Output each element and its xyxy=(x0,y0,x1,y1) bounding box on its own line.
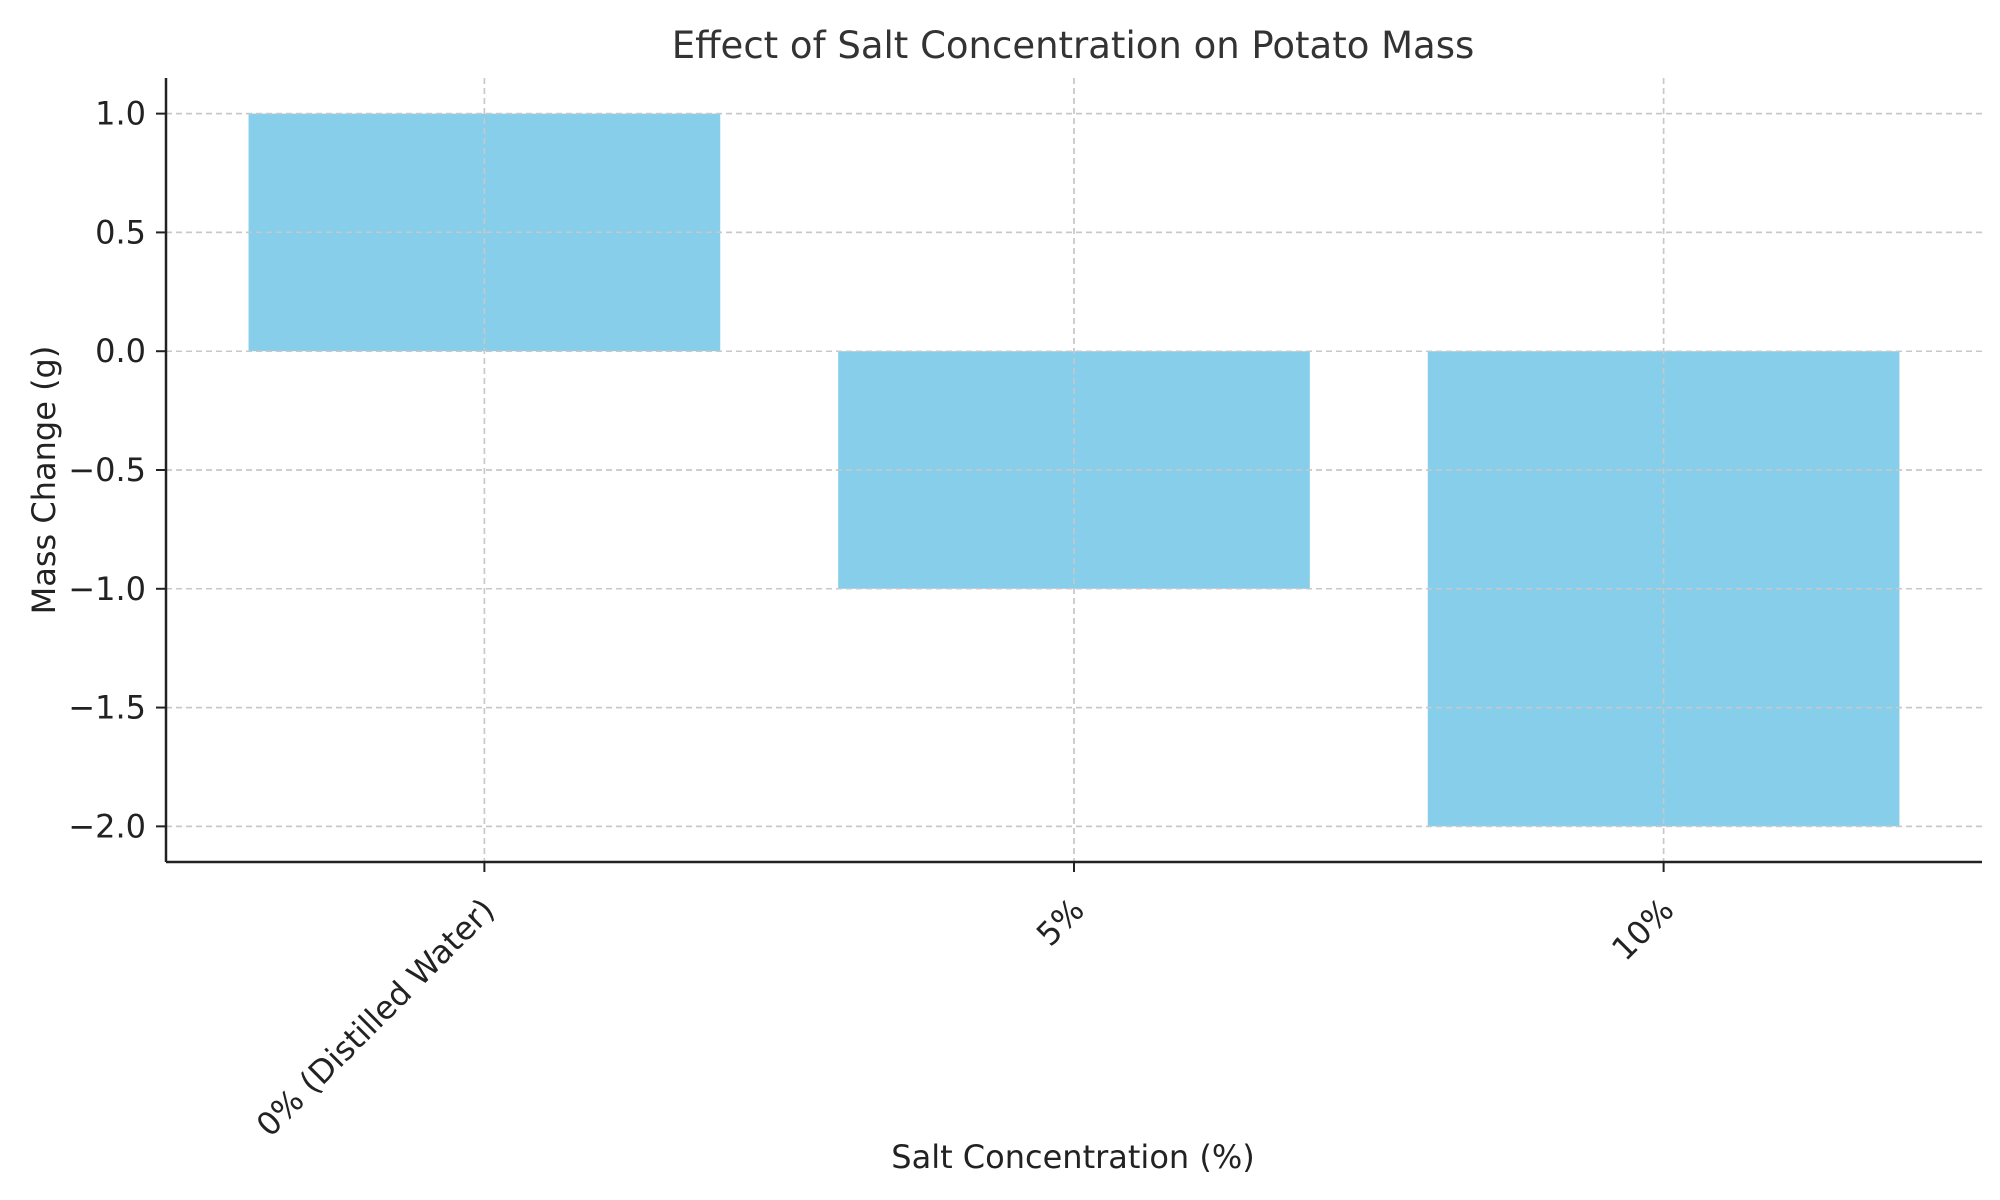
x-tick-label: 0% (Distilled Water) xyxy=(249,891,502,1144)
y-tick-label: −1.5 xyxy=(68,689,146,727)
y-axis-label: Mass Change (g) xyxy=(25,346,63,615)
y-tick-label: −0.5 xyxy=(68,451,146,489)
y-tick-label: −1.0 xyxy=(68,570,146,608)
y-tick-label: 1.0 xyxy=(95,95,146,133)
x-axis-label: Salt Concentration (%) xyxy=(891,1138,1254,1176)
y-tick-label: −2.0 xyxy=(68,807,146,845)
y-tick-label: 0.5 xyxy=(95,213,146,251)
axes-layer xyxy=(156,78,1982,872)
chart-title: Effect of Salt Concentration on Potato M… xyxy=(672,24,1475,67)
x-tick-label: 5% xyxy=(1029,891,1092,954)
bars-layer xyxy=(166,78,1982,862)
y-tick-label: 0.0 xyxy=(95,332,146,370)
x-tick-label: 10% xyxy=(1604,891,1681,968)
